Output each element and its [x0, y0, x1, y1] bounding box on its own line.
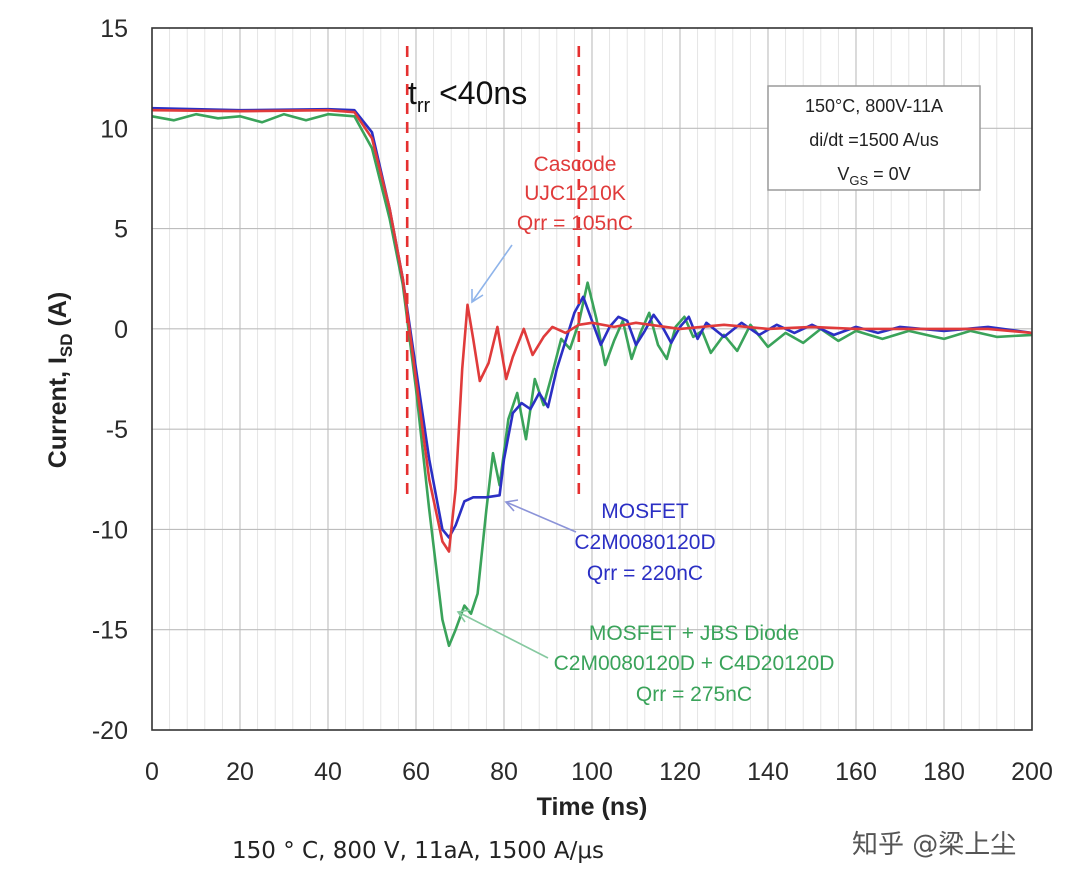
annotation-mosfet-line-3: Qrr = 220nC: [587, 562, 703, 585]
x-tick-label: 80: [490, 758, 518, 786]
conditions-line-1: 150°C, 800V-11A: [805, 96, 943, 116]
conditions-line-3-sub: GS: [849, 173, 868, 188]
series-line: [151, 108, 1033, 553]
jbs-arrow: [457, 611, 549, 659]
grid: [151, 27, 1033, 731]
y-axis-title-tail: (A): [44, 292, 72, 334]
watermark: 知乎 @梁上尘: [852, 830, 1017, 860]
y-tick-label: -5: [106, 416, 128, 444]
jbs-arrowhead: [456, 609, 471, 623]
y-ticks: 15 10 5 0 -5 -10 -15 -20: [92, 15, 128, 745]
annotation-cascode-line-1: Cascode: [534, 153, 617, 176]
y-tick-label: 0: [114, 316, 128, 344]
x-tick-label: 200: [1011, 758, 1053, 786]
cascode-arrow: [471, 244, 513, 303]
x-tick-label: 0: [145, 758, 159, 786]
chart-svg: 15 10 5 0 -5 -10 -15 -20 0 20 40 60 80 100 120 140 160 1…: [44, 15, 1053, 821]
annotation-cascode-line-2: UJC1210K: [524, 182, 626, 205]
conditions-line-2: di/dt =1500 A/us: [809, 130, 939, 150]
annotation-cascode: Cascode UJC1210K Qrr = 105nC: [517, 153, 633, 235]
x-tick-label: 120: [659, 758, 701, 786]
cascode-arrowhead: [471, 289, 484, 304]
annotation-jbs-line-3: Qrr = 275nC: [636, 683, 752, 706]
annotation-jbs-line-2: C2M0080120D + C4D20120D: [554, 652, 835, 675]
x-tick-label: 40: [314, 758, 342, 786]
trr-label-t: t: [408, 75, 417, 111]
annotation-jbs: MOSFET + JBS Diode C2M0080120D + C4D2012…: [554, 622, 835, 706]
x-tick-label: 180: [923, 758, 965, 786]
annotation-mosfet-line-1: MOSFET: [601, 500, 689, 523]
annotation-jbs-line-1: MOSFET + JBS Diode: [589, 622, 799, 645]
y-tick-label: -15: [92, 617, 128, 645]
x-tick-label: 160: [835, 758, 877, 786]
x-tick-label: 100: [571, 758, 613, 786]
annotation-mosfet: MOSFET C2M0080120D Qrr = 220nC: [574, 500, 715, 585]
conditions-line-3: VGS = 0V: [837, 164, 910, 188]
annotation-cascode-line-3: Qrr = 105nC: [517, 212, 633, 235]
conditions-box-frame: [767, 85, 981, 191]
x-tick-label: 140: [747, 758, 789, 786]
conditions-line-3-rest: = 0V: [868, 164, 911, 184]
trr-label: trr <40ns: [408, 75, 527, 117]
y-tick-label: -10: [92, 516, 128, 544]
y-axis-title-sub: SD: [57, 333, 76, 357]
y-axis-title-main: Current, I: [44, 357, 72, 468]
conditions-line-3-main: V: [837, 164, 849, 184]
series-line: [151, 112, 1033, 648]
annotation-arrows: [456, 244, 577, 659]
x-tick-label: 60: [402, 758, 430, 786]
x-tick-label: 20: [226, 758, 254, 786]
annotation-mosfet-line-2: C2M0080120D: [574, 531, 715, 554]
x-ticks: 0 20 40 60 80 100 120 140 160 180 200: [145, 758, 1053, 786]
trr-markers: [405, 46, 581, 502]
y-tick-label: -20: [92, 717, 128, 745]
caption: 150 ° C, 800 V, 11aA, 1500 A/μs: [232, 838, 604, 864]
mosfet-arrowhead: [504, 499, 519, 512]
plot-frame: [151, 27, 1033, 731]
conditions-box: 150°C, 800V-11A di/dt =1500 A/us VGS = 0…: [767, 85, 981, 191]
y-axis-title: Current, ISD (A): [44, 292, 76, 468]
y-tick-label: 10: [100, 115, 128, 143]
y-tick-label: 5: [114, 216, 128, 244]
trr-label-sub: rr: [417, 95, 431, 117]
y-tick-label: 15: [100, 15, 128, 43]
mosfet-arrow: [505, 501, 577, 533]
trr-label-rest: <40ns: [430, 75, 527, 111]
series-layer: [151, 106, 1033, 648]
x-axis-title: Time (ns): [537, 793, 648, 821]
